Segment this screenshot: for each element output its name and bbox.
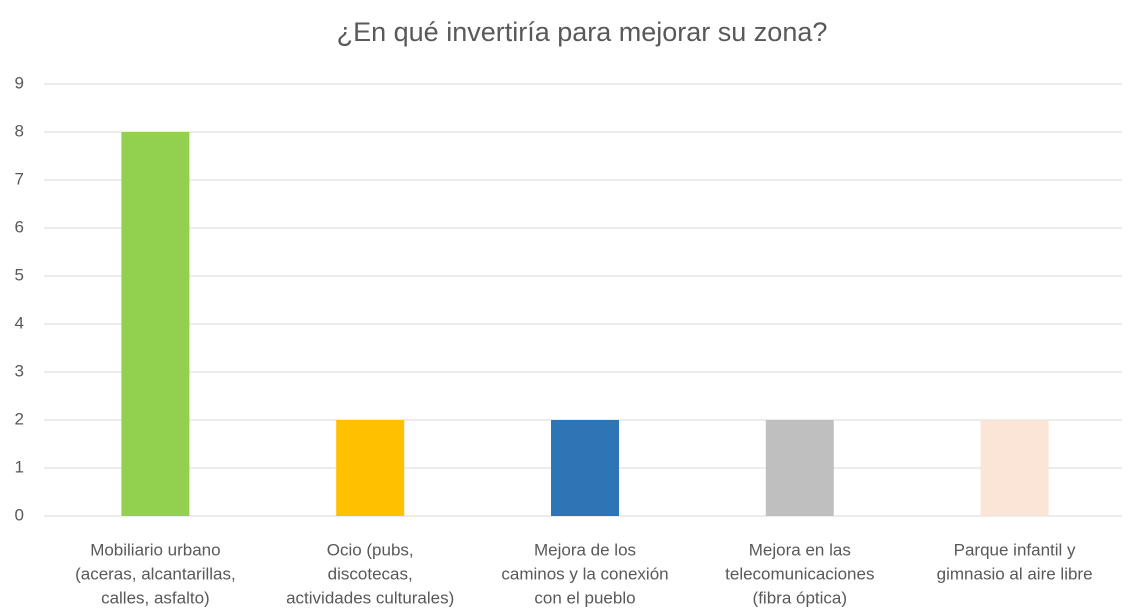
- bar: [765, 420, 834, 516]
- x-tick-label: caminos y la conexión: [501, 564, 668, 583]
- bar: [121, 132, 190, 516]
- y-tick-label: 7: [15, 169, 24, 188]
- x-tick-label: actividades culturales): [286, 588, 454, 607]
- x-tick-label: Parque infantil y: [954, 540, 1076, 559]
- bar: [551, 420, 619, 516]
- chart-title: ¿En qué invertiría para mejorar su zona?: [337, 17, 828, 47]
- y-tick-label: 5: [15, 265, 24, 284]
- y-tick-label: 1: [15, 457, 24, 476]
- x-tick-label: telecomunicaciones: [725, 564, 874, 583]
- y-tick-label: 9: [15, 73, 24, 92]
- bar: [336, 420, 405, 516]
- x-tick-label: calles, asfalto): [101, 588, 210, 607]
- x-tick-label: (fibra óptica): [753, 588, 847, 607]
- y-tick-label: 0: [15, 505, 24, 524]
- x-tick-label: Mejora en las: [749, 540, 851, 559]
- y-tick-label: 6: [15, 217, 24, 236]
- x-tick-label: Mejora de los: [534, 540, 636, 559]
- bar: [980, 420, 1049, 516]
- x-tick-label: Mobiliario urbano: [90, 540, 220, 559]
- y-tick-label: 3: [15, 361, 24, 380]
- x-tick-label: Ocio (pubs,: [327, 540, 414, 559]
- x-tick-label: (aceras, alcantarillas,: [75, 564, 236, 583]
- x-tick-label: gimnasio al aire libre: [937, 564, 1093, 583]
- y-tick-label: 8: [15, 121, 24, 140]
- y-tick-label: 2: [15, 409, 24, 428]
- y-tick-label: 4: [15, 313, 24, 332]
- x-tick-label: con el pueblo: [534, 588, 635, 607]
- x-tick-label: discotecas,: [328, 564, 413, 583]
